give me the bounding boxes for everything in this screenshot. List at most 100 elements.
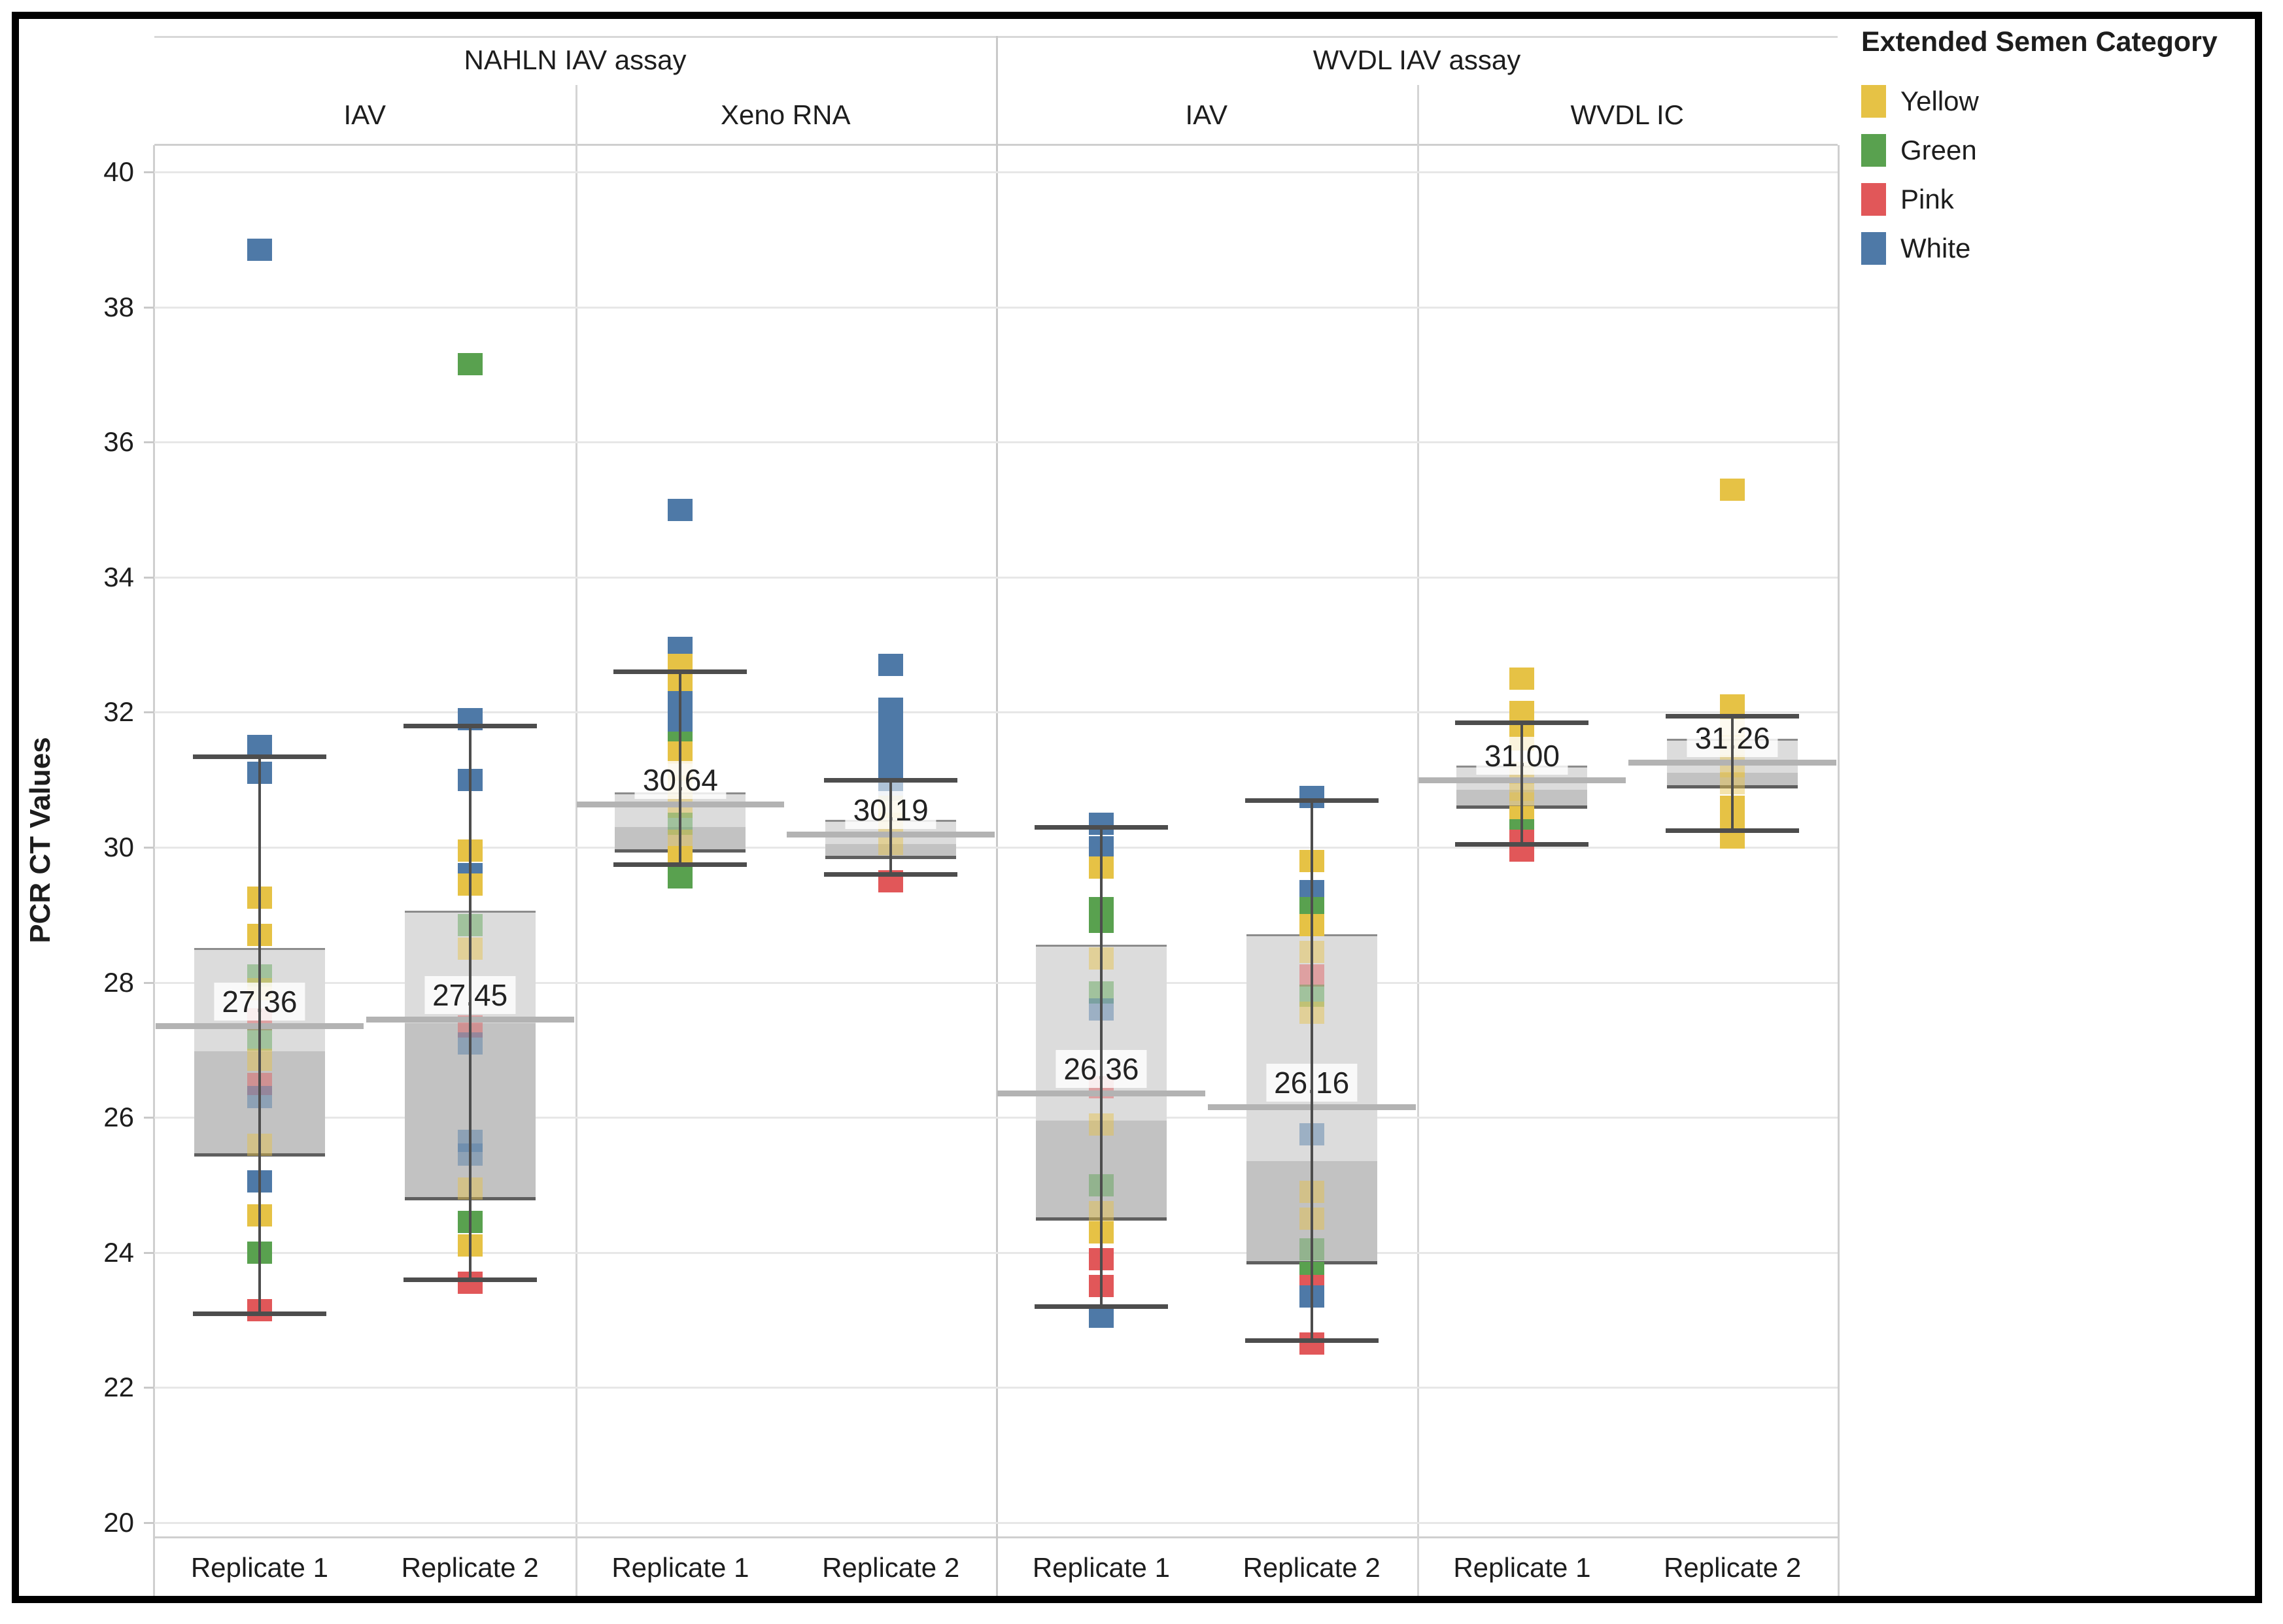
legend-item-yellow[interactable]: Yellow (1861, 76, 2218, 126)
y-tick-mark (144, 1387, 154, 1389)
assay-header[interactable]: WVDL IAV assay (1313, 44, 1521, 75)
assay-header[interactable]: NAHLN IAV assay (464, 44, 687, 75)
y-tick-mark (144, 1251, 154, 1254)
whisker-cap-high (192, 754, 326, 759)
y-tick-mark (144, 1522, 154, 1524)
whisker-cap-high (824, 777, 958, 783)
y-tick-mark (144, 306, 154, 309)
legend: Extended Semen Category Yellow Green Pin… (1861, 26, 2218, 273)
replicate-label[interactable]: Replicate 1 (611, 1552, 749, 1583)
plot-left-line (153, 145, 155, 1603)
whisker-cap-low (1455, 841, 1589, 847)
whisker-center-line (468, 726, 472, 1280)
whisker-cap-low (192, 1311, 326, 1316)
replicate-label[interactable]: Replicate 2 (1664, 1552, 1802, 1583)
whisker-cap-high (613, 669, 747, 675)
whisker-cap-low (1244, 1338, 1379, 1344)
replicate-label[interactable]: Replicate 1 (1453, 1552, 1591, 1583)
y-gridline (154, 711, 1838, 714)
data-mark-white[interactable] (1088, 1305, 1114, 1328)
data-mark-white[interactable] (668, 498, 693, 521)
yellow-swatch-icon (1861, 84, 1886, 118)
y-gridline (154, 576, 1838, 579)
legend-item-label: Yellow (1900, 85, 1979, 116)
whisker-cap-high (1666, 713, 1800, 719)
y-tick-label: 24 (103, 1236, 134, 1268)
whisker-center-line (1731, 715, 1734, 831)
replicate-label[interactable]: Replicate 1 (1032, 1552, 1170, 1583)
data-mark-white[interactable] (247, 735, 272, 758)
data-mark-white[interactable] (878, 698, 904, 720)
whisker-center-line (1099, 827, 1103, 1307)
y-gridline (154, 1251, 1838, 1254)
y-tick-mark (144, 711, 154, 714)
pink-swatch-icon (1861, 182, 1886, 216)
whisker-center-line (258, 756, 261, 1313)
y-gridline (154, 1387, 1838, 1389)
panel-divider (1416, 85, 1419, 1603)
y-tick-mark (144, 441, 154, 444)
legend-item-label: Pink (1900, 183, 1954, 214)
whisker-cap-high (1034, 825, 1168, 830)
y-tick-label: 26 (103, 1102, 134, 1133)
y-tick-label: 40 (103, 156, 134, 187)
whisker-cap-low (1034, 1304, 1168, 1310)
data-mark-green[interactable] (668, 866, 693, 889)
data-mark-green[interactable] (457, 353, 483, 376)
y-tick-label: 36 (103, 426, 134, 458)
green-swatch-icon (1861, 133, 1886, 167)
data-mark-yellow[interactable] (1720, 478, 1745, 501)
whisker-cap-low (1666, 828, 1800, 834)
data-mark-white[interactable] (878, 738, 904, 761)
legend-title: Extended Semen Category (1861, 26, 2218, 58)
whisker-cap-high (1455, 720, 1589, 725)
y-axis-title: PCR CT Values (24, 737, 56, 943)
data-mark-white[interactable] (878, 718, 904, 741)
data-mark-yellow[interactable] (1509, 667, 1535, 690)
legend-item-white[interactable]: White (1861, 224, 2218, 273)
legend-item-label: Green (1900, 134, 1977, 165)
y-tick-mark (144, 171, 154, 173)
whisker-cap-high (1244, 798, 1379, 803)
y-gridline (154, 171, 1838, 173)
whisker-center-line (889, 779, 893, 875)
y-gridline (154, 1522, 1838, 1524)
y-tick-mark (144, 981, 154, 984)
target-header[interactable]: IAV (1185, 99, 1228, 130)
assay-divider (996, 36, 998, 1603)
target-header[interactable]: IAV (343, 99, 386, 130)
plot-right-line (1838, 145, 1840, 1603)
y-tick-label: 38 (103, 291, 134, 322)
y-gridline (154, 306, 1838, 309)
data-mark-white[interactable] (247, 238, 272, 261)
data-mark-yellow[interactable] (1720, 694, 1745, 717)
whisker-cap-low (613, 862, 747, 867)
target-header[interactable]: Xeno RNA (721, 99, 851, 130)
target-header[interactable]: WVDL IC (1570, 99, 1684, 130)
legend-item-pink[interactable]: Pink (1861, 175, 2218, 224)
y-gridline (154, 1117, 1838, 1119)
y-tick-mark (144, 847, 154, 849)
y-tick-label: 28 (103, 966, 134, 998)
replicate-label[interactable]: Replicate 2 (822, 1552, 960, 1583)
y-tick-label: 34 (103, 561, 134, 592)
whisker-cap-high (403, 724, 537, 729)
replicate-label[interactable]: Replicate 2 (401, 1552, 539, 1583)
data-mark-white[interactable] (878, 654, 904, 677)
y-tick-label: 32 (103, 696, 134, 728)
whisker-center-line (1310, 800, 1313, 1341)
legend-item-label: White (1900, 232, 1971, 263)
replicate-label[interactable]: Replicate 1 (190, 1552, 328, 1583)
panel-divider (575, 85, 577, 1603)
replicate-label[interactable]: Replicate 2 (1243, 1552, 1381, 1583)
data-mark-white[interactable] (878, 758, 904, 781)
y-tick-label: 22 (103, 1372, 134, 1403)
y-tick-mark (144, 576, 154, 579)
whisker-cap-low (403, 1277, 537, 1283)
y-gridline (154, 441, 1838, 444)
white-swatch-icon (1861, 231, 1886, 265)
y-tick-mark (144, 1117, 154, 1119)
legend-item-green[interactable]: Green (1861, 126, 2218, 175)
whisker-cap-low (824, 872, 958, 877)
